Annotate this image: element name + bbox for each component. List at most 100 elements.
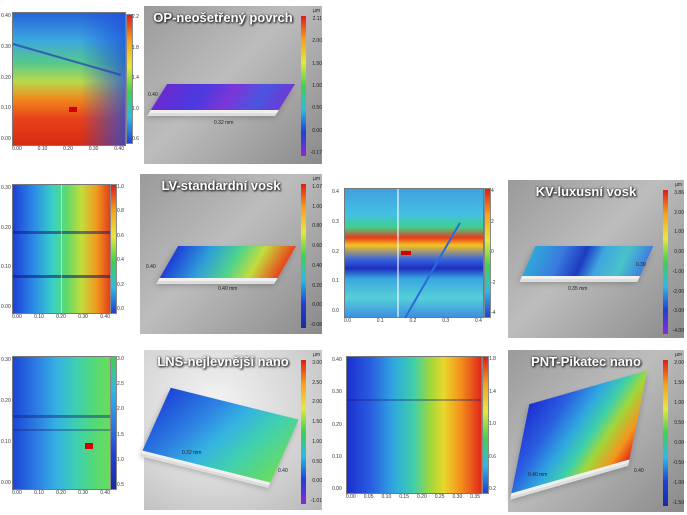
y-tick: 0.30 — [1, 43, 11, 50]
x-tick: 0.00 — [12, 146, 22, 152]
op-3d-view-panel: OP-neošetřený povrch 0.32 mm 0.40 µm 2.1… — [144, 6, 322, 164]
c3-tick: 0.40 — [312, 262, 322, 269]
y-tick: 0.3 — [332, 218, 339, 225]
pnt-3d-view-panel: PNT-Pikatec nano 0.40 mm 0.40 µm 2.00 1.… — [508, 350, 684, 512]
lns-colorbar-ticks: 3.0 2.5 2.0 1.5 1.0 0.5 — [117, 356, 124, 488]
x-tick: 0.30 — [452, 494, 463, 500]
c3-tick: 1.00 — [674, 229, 684, 236]
op-3d-colorbar — [301, 16, 306, 156]
cb-tick: 1.0 — [489, 421, 496, 427]
lv-colorbar — [110, 184, 117, 314]
c3-tick: 0.20 — [312, 282, 322, 289]
lns-dim-y: 0.40 — [278, 468, 288, 474]
c3-tick: -1.00 — [672, 480, 684, 486]
x-tick: 0.10 — [37, 146, 48, 152]
kv-heatmap — [344, 188, 484, 319]
lv-3d-colorbar — [301, 184, 306, 328]
c3-tick: -1.50 — [672, 500, 684, 506]
x-tick: 0.20 — [63, 146, 73, 152]
c3-tick: 0.00 — [312, 478, 322, 485]
c3-tick: 1.00 — [312, 203, 322, 210]
lns-3d-colorbar-ticks: 3.00 2.50 2.00 1.50 1.00 0.50 0.00 -1.01 — [308, 360, 322, 504]
y-tick: 0.4 — [332, 189, 339, 195]
lv-title: LV-standardní vosk — [161, 178, 281, 193]
lns-y-ticks: 0.30 0.20 0.10 0.00 — [1, 358, 11, 486]
x-tick: 0.3 — [442, 318, 450, 324]
pnt-2d-map-panel: 0.40 0.30 0.20 0.10 0.00 0.00 0.05 0.10 … — [330, 352, 502, 512]
cb-tick: 0.4 — [117, 257, 124, 264]
y-tick: 0.10 — [1, 105, 11, 112]
lv-y-ticks: 0.30 0.20 0.10 0.00 — [1, 186, 11, 310]
y-tick: 0.1 — [332, 278, 339, 285]
lv-2d-map-panel: 0.30 0.20 0.10 0.00 0.00 0.10 0.20 0.30 … — [0, 176, 140, 336]
x-tick: 0.30 — [78, 314, 88, 320]
x-tick: 0.10 — [381, 494, 392, 500]
lv-heatmap — [12, 184, 112, 314]
op-dim-y: 0.40 — [148, 92, 158, 98]
c3-tick: 1.00 — [312, 82, 322, 89]
c3-tick: -1.00 — [672, 268, 684, 275]
x-tick: 0.2 — [409, 318, 417, 324]
lns-2d-map-panel: 0.30 0.20 0.10 0.00 0.00 0.10 0.20 0.30 … — [0, 350, 140, 510]
kv-title: KV-luxusní vosk — [535, 184, 637, 199]
cb-tick: 1.8 — [489, 356, 496, 362]
lv-3d-surface — [157, 246, 297, 281]
x-tick: 0.30 — [88, 146, 99, 152]
pnt-y-ticks: 0.40 0.30 0.20 0.10 0.00 — [332, 358, 342, 492]
y-tick: 0.10 — [332, 453, 342, 460]
x-tick: 0.1 — [376, 318, 384, 324]
c3-tick: 2.00 — [674, 360, 684, 366]
cb-tick: 3.0 — [117, 356, 124, 362]
cb-tick: 0.2 — [117, 281, 124, 288]
c3-tick: 3.00 — [312, 360, 322, 366]
cb-tick: 2 — [491, 218, 494, 225]
kv-3d-surface — [520, 246, 654, 279]
c3-tick: 0.00 — [312, 302, 322, 309]
c3-tick: -2.00 — [672, 288, 684, 295]
op-unit: µm — [312, 8, 320, 14]
lv-unit: µm — [312, 176, 320, 182]
cb-tick: 0.5 — [117, 481, 124, 488]
cb-tick: 0.6 — [132, 136, 139, 142]
lv-3d-colorbar-ticks: 1.07 1.00 0.80 0.60 0.40 0.20 0.00 -0.08 — [308, 184, 322, 328]
c3-tick: 1.50 — [312, 60, 322, 67]
op-3d-surface — [148, 84, 296, 113]
kv-3d-colorbar-ticks: 3.86 2.00 1.00 0.00 -1.00 -2.00 -3.00 -4… — [670, 190, 684, 334]
c3-tick: 0.00 — [674, 440, 684, 446]
c3-tick: 0.00 — [312, 127, 322, 134]
kv-dim-y: 0.39 — [636, 262, 646, 268]
cb-tick: 0.2 — [489, 486, 496, 492]
pnt-3d-colorbar-ticks: 2.00 1.50 1.00 0.50 0.00 -0.50 -1.00 -1.… — [670, 360, 684, 506]
c3-tick: -0.08 — [310, 321, 322, 328]
c3-tick: 1.00 — [312, 438, 322, 445]
y-tick: 0.10 — [1, 439, 11, 445]
surface-defect — [69, 107, 77, 112]
lns-colorbar — [110, 356, 117, 490]
op-y-ticks: 0.40 0.30 0.20 0.10 0.00 — [1, 14, 11, 142]
x-tick: 0.20 — [417, 494, 427, 500]
x-tick: 0.40 — [100, 490, 110, 496]
c3-tick: 0.50 — [674, 420, 684, 426]
cb-tick: 1.4 — [489, 388, 496, 395]
c3-tick: 1.07 — [312, 184, 322, 190]
pnt-heatmap — [346, 356, 482, 494]
lns-dim-x: 0.32 mm — [182, 450, 202, 456]
cb-tick: 0 — [491, 249, 494, 255]
x-tick: 0.00 — [12, 314, 22, 320]
lns-unit: µm — [312, 352, 320, 358]
y-tick: 0.20 — [332, 421, 342, 428]
c3-tick: 1.50 — [312, 419, 322, 426]
c3-tick: -0.50 — [672, 460, 684, 466]
c3-tick: -4.00 — [672, 327, 684, 334]
c3-tick: 2.11 — [312, 16, 322, 22]
c3-tick: -0.17 — [310, 149, 322, 156]
y-tick: 0.20 — [1, 74, 11, 81]
op-colorbar — [126, 14, 133, 144]
lv-3d-view-panel: LV-standardní vosk 0.40 mm 0.40 µm 1.07 … — [140, 174, 322, 334]
y-tick: 0.30 — [1, 357, 11, 363]
x-tick: 0.40 — [100, 314, 110, 320]
cb-tick: 1.5 — [117, 431, 124, 438]
cb-tick: 1.8 — [132, 44, 139, 51]
surface-defect — [401, 251, 411, 255]
c3-tick: 1.50 — [674, 380, 684, 386]
